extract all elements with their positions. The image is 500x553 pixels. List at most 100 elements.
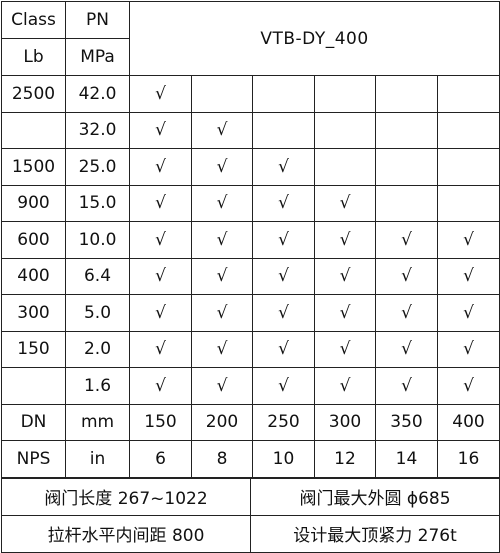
check-cell	[314, 148, 376, 186]
check-cell	[375, 184, 438, 222]
class-lb-cell: 600	[1, 221, 66, 259]
check-cell: √	[252, 184, 315, 222]
check-cell	[375, 75, 438, 113]
check-cell	[314, 111, 376, 149]
check-cell: √	[437, 257, 500, 295]
check-cell: √	[314, 367, 376, 405]
check-cell: √	[437, 294, 500, 332]
pn-mpa-cell: 10.0	[65, 221, 130, 259]
check-cell: √	[129, 75, 192, 113]
dn-size-cell: 200	[191, 403, 253, 441]
pressure-row: 32.0 √ √	[1, 111, 500, 149]
pressure-row: 300 5.0 √ √ √ √ √ √	[1, 294, 500, 332]
check-cell	[375, 148, 438, 186]
mpa-unit-header: MPa	[65, 38, 130, 76]
check-cell: √	[314, 221, 376, 259]
nps-label: NPS	[1, 440, 66, 478]
check-cell: √	[375, 221, 438, 259]
header-row-2: Lb MPa	[1, 38, 500, 76]
pn-mpa-cell: 25.0	[65, 148, 130, 186]
check-cell	[437, 148, 500, 186]
check-cell: √	[314, 184, 376, 222]
class-lb-cell: 1500	[1, 148, 66, 186]
check-cell	[437, 111, 500, 149]
dn-size-cell: 150	[129, 403, 192, 441]
spec-table: Class PN VTB-DY_400 Lb MPa 2500 42.0 √ 32.0…	[1, 1, 500, 478]
dn-row: DN mm 150 200 250 300 350 400	[1, 403, 500, 441]
check-cell	[252, 75, 315, 113]
check-cell: √	[191, 330, 253, 368]
pressure-row: 1.6 √ √ √ √ √ √	[1, 367, 500, 405]
check-cell: √	[437, 221, 500, 259]
pressure-row: 1500 25.0 √ √ √	[1, 148, 500, 186]
check-cell: √	[375, 257, 438, 295]
valve-max-od-cell: 阀门最大外圆 ϕ685	[250, 477, 500, 516]
pressure-row: 2500 42.0 √	[1, 75, 500, 113]
check-cell: √	[252, 221, 315, 259]
check-cell: √	[191, 111, 253, 149]
pn-mpa-cell: 15.0	[65, 184, 130, 222]
valve-length-cell: 阀门长度 267~1022	[1, 477, 251, 516]
check-cell: √	[129, 184, 192, 222]
pn-mpa-cell: 1.6	[65, 367, 130, 405]
table-title: VTB-DY_400	[129, 1, 500, 76]
class-lb-cell	[1, 111, 66, 149]
nps-size-cell: 14	[375, 440, 438, 478]
pressure-row: 600 10.0 √ √ √ √ √ √	[1, 221, 500, 259]
check-cell: √	[191, 148, 253, 186]
lb-unit-header: Lb	[1, 38, 66, 76]
check-cell: √	[129, 148, 192, 186]
dn-size-cell: 300	[314, 403, 376, 441]
class-lb-cell: 400	[1, 257, 66, 295]
class-lb-cell: 900	[1, 184, 66, 222]
nps-size-cell: 10	[252, 440, 315, 478]
check-cell: √	[129, 330, 192, 368]
check-cell: √	[252, 367, 315, 405]
class-lb-cell: 300	[1, 294, 66, 332]
pn-mpa-cell: 32.0	[65, 111, 130, 149]
nps-size-cell: 16	[437, 440, 500, 478]
pn-mpa-cell: 5.0	[65, 294, 130, 332]
footer-row-2: 拉杆水平内间距 800 设计最大顶紧力 276t	[1, 514, 500, 553]
class-header: Class	[1, 1, 66, 39]
check-cell: √	[375, 330, 438, 368]
pressure-row: 150 2.0 √ √ √ √ √ √	[1, 330, 500, 368]
dn-size-cell: 400	[437, 403, 500, 441]
footer-table: 阀门长度 267~1022 阀门最大外圆 ϕ685 拉杆水平内间距 800 设计…	[1, 477, 500, 553]
check-cell	[437, 184, 500, 222]
check-cell: √	[129, 221, 192, 259]
check-cell: √	[437, 330, 500, 368]
pn-header: PN	[65, 1, 130, 39]
nps-size-cell: 12	[314, 440, 376, 478]
check-cell: √	[129, 367, 192, 405]
check-cell: √	[314, 330, 376, 368]
nps-size-cell: 6	[129, 440, 192, 478]
class-lb-cell: 2500	[1, 75, 66, 113]
class-lb-cell: 150	[1, 330, 66, 368]
dn-size-cell: 250	[252, 403, 315, 441]
nps-row: NPS in 6 8 10 12 14 16	[1, 440, 500, 478]
dn-label: DN	[1, 403, 66, 441]
check-cell	[191, 75, 253, 113]
class-lb-cell	[1, 367, 66, 405]
check-cell: √	[191, 184, 253, 222]
check-cell: √	[252, 257, 315, 295]
check-cell: √	[252, 148, 315, 186]
mm-unit: mm	[65, 403, 130, 441]
check-cell: √	[314, 294, 376, 332]
check-cell: √	[129, 111, 192, 149]
check-cell	[437, 75, 500, 113]
check-cell: √	[375, 367, 438, 405]
check-cell: √	[191, 294, 253, 332]
check-cell: √	[437, 367, 500, 405]
check-cell	[375, 111, 438, 149]
check-cell: √	[252, 294, 315, 332]
max-design-force-cell: 设计最大顶紧力 276t	[250, 514, 500, 553]
check-cell: √	[129, 257, 192, 295]
check-cell: √	[191, 221, 253, 259]
in-unit: in	[65, 440, 130, 478]
footer-row-1: 阀门长度 267~1022 阀门最大外圆 ϕ685	[1, 477, 500, 516]
header-row-1: Class PN VTB-DY_400	[1, 1, 500, 76]
pressure-row: 900 15.0 √ √ √ √	[1, 184, 500, 222]
check-cell: √	[252, 330, 315, 368]
